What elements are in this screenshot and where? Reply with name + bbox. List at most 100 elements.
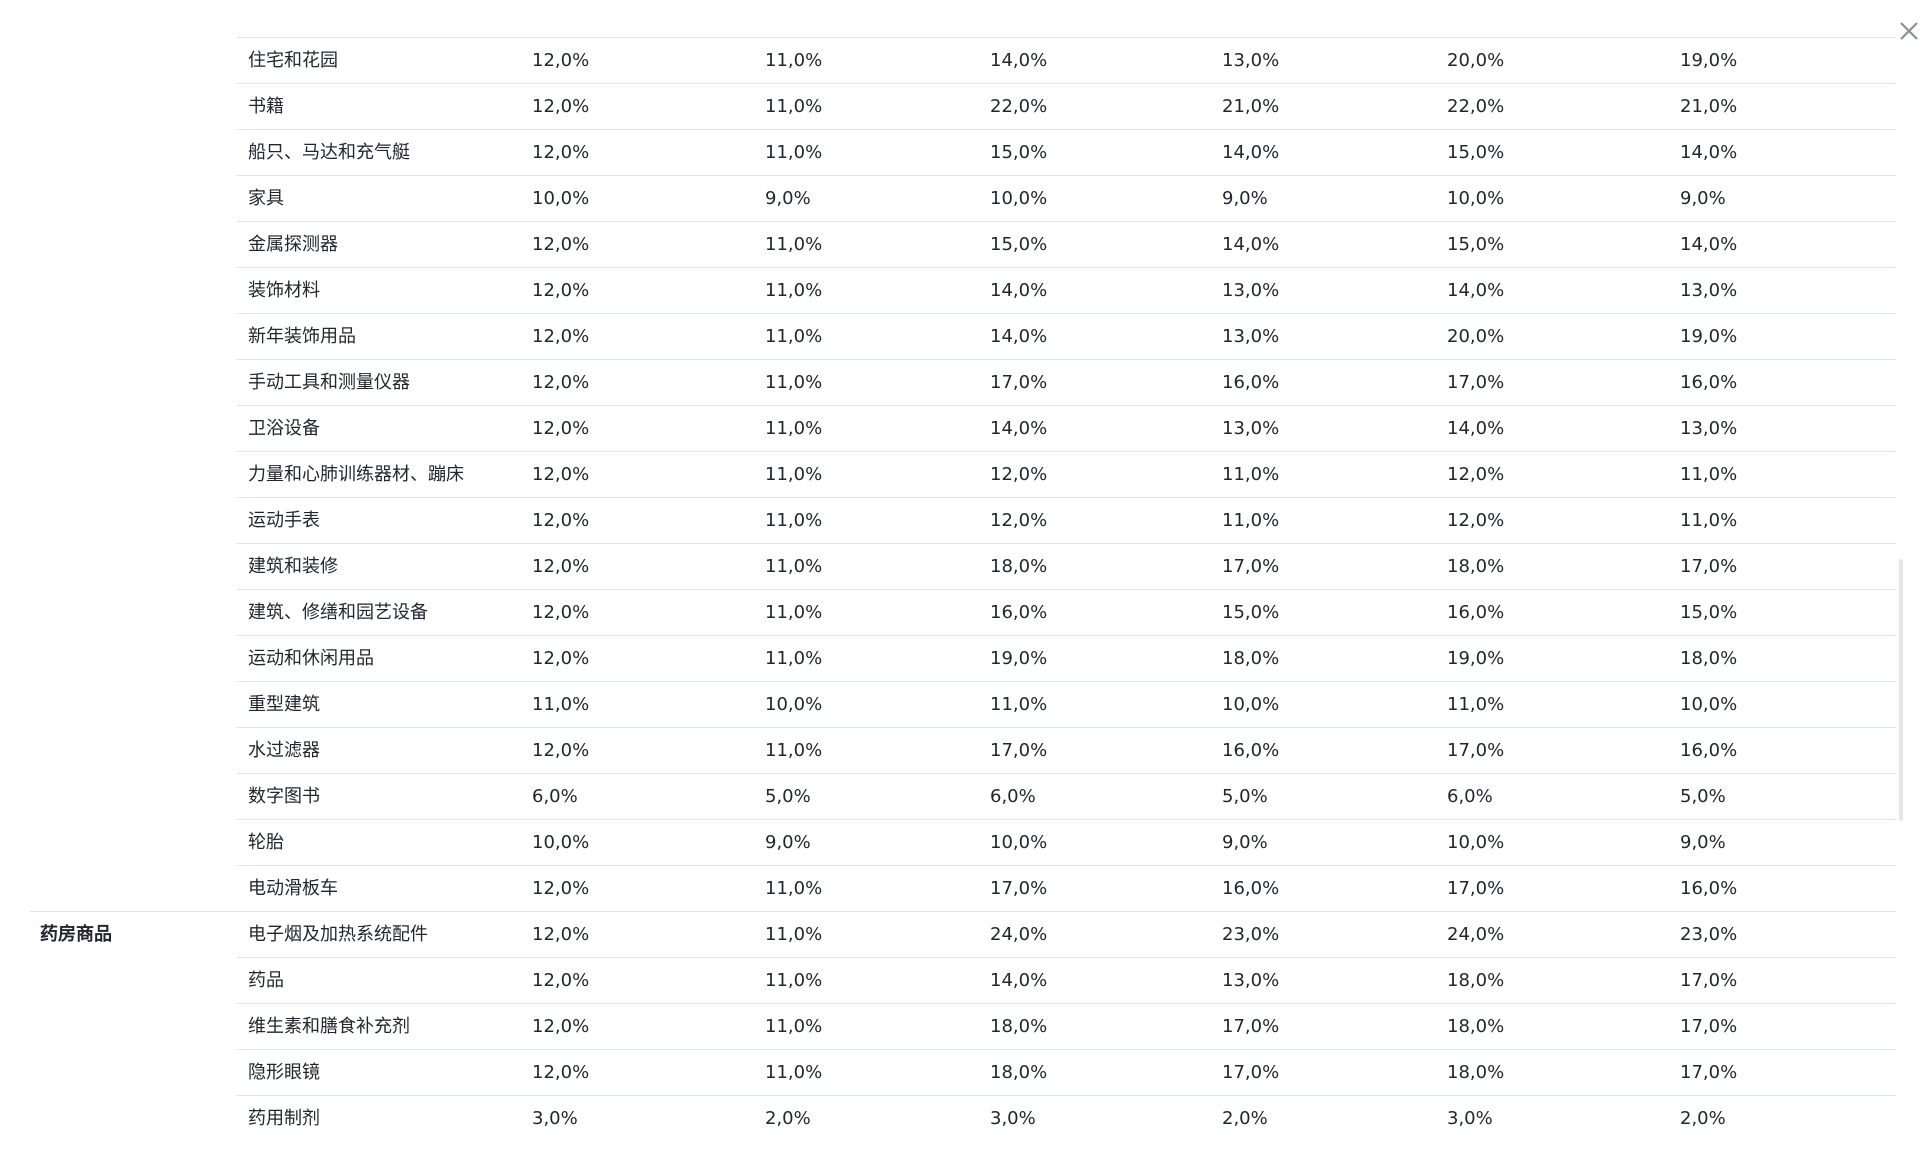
category-name: 卫浴设备 (248, 418, 320, 439)
rate-value: 18,0% (990, 1062, 1048, 1083)
rate-value: 13,0% (1222, 280, 1280, 301)
table-row: 船只、马达和充气艇 12,0% 11,0% 15,0% 14,0% 15,0% 14,0% (237, 129, 1896, 175)
rate-value: 3,0% (1447, 1108, 1493, 1129)
rate-value: 13,0% (1222, 418, 1280, 439)
rate-value: 18,0% (1447, 1016, 1505, 1037)
rate-value: 11,0% (765, 1062, 823, 1083)
rate-value: 22,0% (990, 96, 1048, 117)
rate-value: 6,0% (1447, 786, 1493, 807)
rate-value: 17,0% (1680, 556, 1738, 577)
rate-value: 24,0% (1447, 924, 1505, 945)
rate-value: 11,0% (765, 50, 823, 71)
rate-value: 14,0% (990, 418, 1048, 439)
rate-value: 14,0% (1447, 418, 1505, 439)
rate-value: 17,0% (1447, 878, 1505, 899)
rate-value: 3,0% (532, 1108, 578, 1129)
rate-value: 17,0% (990, 740, 1048, 761)
rate-value: 20,0% (1447, 326, 1505, 347)
table-row: 隐形眼镜 12,0% 11,0% 18,0% 17,0% 18,0% 17,0% (237, 1049, 1896, 1095)
table-row: 新年装饰用品 12,0% 11,0% 14,0% 13,0% 20,0% 19,0% (237, 313, 1896, 359)
table-row: 运动和休闲用品 12,0% 11,0% 19,0% 18,0% 19,0% 18,0% (237, 635, 1896, 681)
rate-value: 12,0% (532, 234, 590, 255)
category-name: 建筑、修缮和园艺设备 (248, 602, 428, 623)
rate-value: 9,0% (1680, 188, 1726, 209)
rate-value: 14,0% (1680, 142, 1738, 163)
rate-value: 11,0% (1222, 510, 1280, 531)
rate-value: 12,0% (532, 924, 590, 945)
rate-value: 12,0% (532, 50, 590, 71)
rate-value: 16,0% (1222, 372, 1280, 393)
rate-value: 18,0% (990, 556, 1048, 577)
rate-value: 17,0% (990, 372, 1048, 393)
rate-value: 10,0% (532, 188, 590, 209)
rate-value: 10,0% (1222, 694, 1280, 715)
table-row: 装饰材料 12,0% 11,0% 14,0% 13,0% 14,0% 13,0% (237, 267, 1896, 313)
rate-value: 12,0% (532, 96, 590, 117)
category-name: 装饰材料 (248, 280, 320, 301)
rate-value: 11,0% (765, 464, 823, 485)
table-row: 重型建筑 11,0% 10,0% 11,0% 10,0% 11,0% 10,0% (237, 681, 1896, 727)
category-name: 轮胎 (248, 832, 284, 853)
rate-value: 12,0% (532, 510, 590, 531)
rate-value: 12,0% (532, 326, 590, 347)
rate-value: 20,0% (1447, 50, 1505, 71)
category-name: 药用制剂 (248, 1108, 320, 1129)
category-name: 运动和休闲用品 (248, 648, 374, 669)
rate-value: 16,0% (990, 602, 1048, 623)
rate-value: 2,0% (765, 1108, 811, 1129)
rate-value: 18,0% (1447, 1062, 1505, 1083)
rate-value: 12,0% (990, 510, 1048, 531)
rate-value: 23,0% (1222, 924, 1280, 945)
category-name: 书籍 (248, 96, 284, 117)
rate-value: 9,0% (765, 832, 811, 853)
rate-value: 15,0% (1222, 602, 1280, 623)
rate-value: 18,0% (1680, 648, 1738, 669)
rate-value: 14,0% (990, 280, 1048, 301)
rate-value: 14,0% (990, 326, 1048, 347)
close-icon[interactable] (1898, 20, 1920, 42)
rate-value: 5,0% (1680, 786, 1726, 807)
table-row: 卫浴设备 12,0% 11,0% 14,0% 13,0% 14,0% 13,0% (237, 405, 1896, 451)
table-row: 水过滤器 12,0% 11,0% 17,0% 16,0% 17,0% 16,0% (237, 727, 1896, 773)
category-name: 数字图书 (248, 786, 320, 807)
rate-value: 12,0% (532, 878, 590, 899)
rate-value: 11,0% (765, 234, 823, 255)
commission-table: 住宅和花园 12,0% 11,0% 14,0% 13,0% 20,0% 19,0% 书籍 12,… (30, 37, 1896, 1141)
rate-value: 16,0% (1680, 372, 1738, 393)
rate-value: 14,0% (1222, 142, 1280, 163)
table-row: 金属探测器 12,0% 11,0% 15,0% 14,0% 15,0% 14,0% (237, 221, 1896, 267)
rate-value: 12,0% (532, 556, 590, 577)
table-row: 住宅和花园 12,0% 11,0% 14,0% 13,0% 20,0% 19,0% (237, 37, 1896, 83)
rate-value: 16,0% (1222, 878, 1280, 899)
category-name: 船只、马达和充气艇 (248, 142, 410, 163)
rate-value: 11,0% (765, 510, 823, 531)
rate-value: 5,0% (765, 786, 811, 807)
rate-value: 21,0% (1680, 96, 1738, 117)
rate-value: 11,0% (1680, 464, 1738, 485)
scrollbar[interactable] (1899, 559, 1903, 821)
rate-value: 10,0% (1680, 694, 1738, 715)
category-name: 家具 (248, 188, 284, 209)
rate-value: 12,0% (990, 464, 1048, 485)
rate-value: 9,0% (1680, 832, 1726, 853)
rate-value: 22,0% (1447, 96, 1505, 117)
rate-value: 11,0% (765, 970, 823, 991)
rate-value: 15,0% (1680, 602, 1738, 623)
category-name: 水过滤器 (248, 740, 320, 761)
rate-value: 13,0% (1222, 50, 1280, 71)
rate-value: 11,0% (765, 418, 823, 439)
rate-value: 18,0% (1447, 556, 1505, 577)
rate-value: 12,0% (532, 1062, 590, 1083)
rate-value: 11,0% (765, 924, 823, 945)
rate-value: 11,0% (765, 878, 823, 899)
rate-value: 19,0% (990, 648, 1048, 669)
category-name: 手动工具和测量仪器 (248, 372, 410, 393)
rate-value: 12,0% (532, 418, 590, 439)
table-row: 数字图书 6,0% 5,0% 6,0% 5,0% 6,0% 5,0% (237, 773, 1896, 819)
rate-value: 13,0% (1680, 418, 1738, 439)
rate-value: 12,0% (532, 280, 590, 301)
rate-value: 17,0% (1222, 556, 1280, 577)
rate-value: 11,0% (1222, 464, 1280, 485)
category-name: 住宅和花园 (248, 50, 338, 71)
table-row: 书籍 12,0% 11,0% 22,0% 21,0% 22,0% 21,0% (237, 83, 1896, 129)
